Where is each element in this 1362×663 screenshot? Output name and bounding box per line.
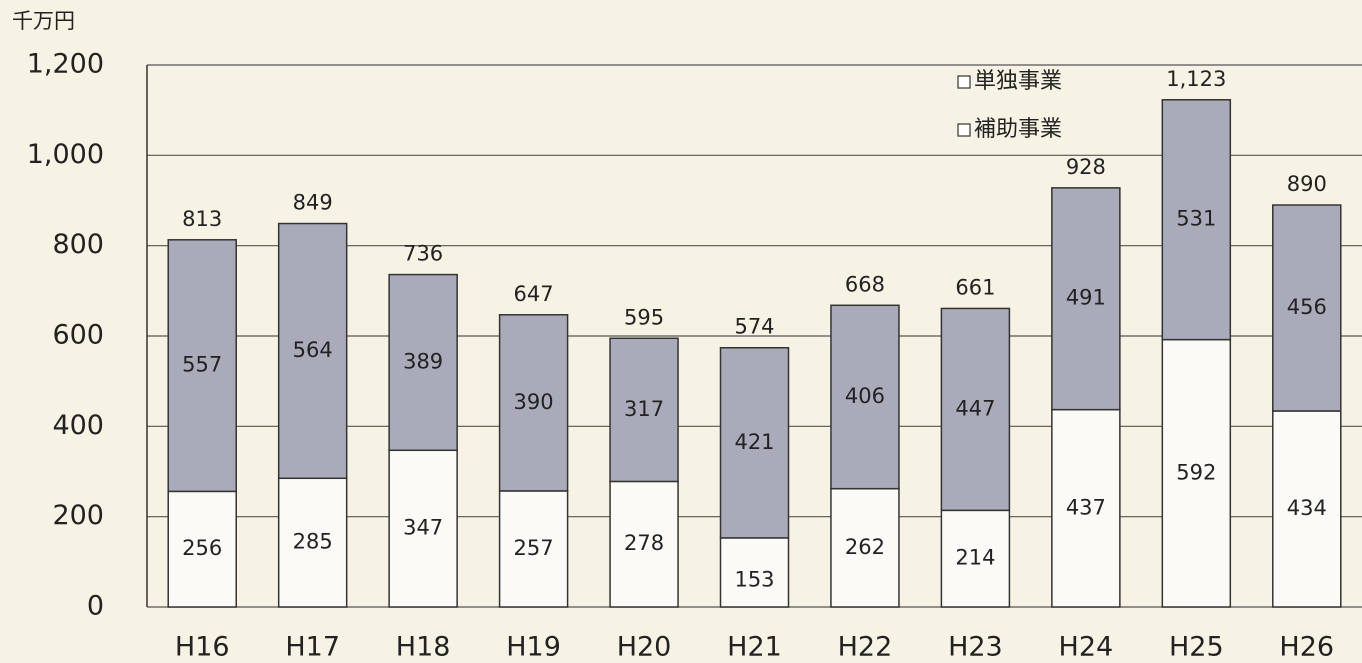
- bar-segment: [277, 222, 348, 480]
- segment-label: 278: [624, 531, 664, 555]
- segment-label: 347: [403, 516, 443, 540]
- bar-segment: [719, 346, 790, 539]
- y-tick-label: 800: [52, 229, 104, 260]
- bar-segment: [388, 273, 458, 452]
- bar-segment: [388, 449, 458, 608]
- x-tick-label: H19: [506, 632, 561, 663]
- segment-label: 491: [1066, 286, 1106, 310]
- x-tick-label: H24: [1059, 632, 1114, 663]
- total-label: 1,123: [1166, 67, 1226, 91]
- legend-swatch: [957, 123, 971, 137]
- total-label: 890: [1287, 172, 1327, 196]
- x-tick-label: H20: [617, 632, 672, 663]
- segment-label: 557: [182, 353, 222, 377]
- segment-label: 456: [1287, 295, 1327, 319]
- y-tick-label: 0: [87, 591, 104, 622]
- segment-label: 153: [734, 567, 774, 591]
- bar-segment: [167, 239, 237, 493]
- segment-label: 256: [182, 536, 222, 560]
- bar-segment: [609, 480, 679, 608]
- total-label: 928: [1066, 155, 1106, 179]
- legend-label: 単独事業: [974, 69, 1062, 94]
- legend-label: 補助事業: [974, 117, 1062, 142]
- y-tick-label: 400: [52, 410, 104, 441]
- segment-label: 592: [1176, 460, 1216, 484]
- segment-label: 389: [403, 349, 443, 373]
- total-label: 849: [293, 191, 333, 215]
- total-label: 736: [403, 242, 443, 266]
- legend-swatch: [957, 75, 971, 89]
- bar-segment: [498, 314, 569, 492]
- y-tick-label: 200: [52, 500, 104, 531]
- bar-segment: [1161, 99, 1232, 341]
- x-tick-label: H25: [1169, 632, 1224, 663]
- segment-label: 390: [514, 390, 554, 414]
- x-tick-label: H26: [1279, 632, 1334, 663]
- segment-label: 262: [845, 535, 885, 559]
- y-tick-label: 1,000: [27, 139, 104, 170]
- segment-label: 257: [514, 536, 554, 560]
- bar-segment: [609, 337, 679, 483]
- bar-segment: [1161, 338, 1232, 608]
- segment-label: 434: [1287, 496, 1327, 520]
- segment-label: 317: [624, 397, 664, 421]
- segment-label: 531: [1176, 207, 1216, 231]
- total-label: 661: [955, 275, 995, 299]
- bar-segment: [830, 487, 900, 608]
- bar-segment: [719, 537, 790, 608]
- segment-label: 421: [734, 430, 774, 454]
- y-unit-label: 千万円: [12, 9, 75, 33]
- bar-segment: [277, 477, 348, 608]
- y-tick-label: 600: [52, 320, 104, 351]
- segment-label: 447: [955, 396, 995, 420]
- bar-segment: [940, 509, 1011, 608]
- total-label: 595: [624, 305, 664, 329]
- total-label: 574: [734, 315, 774, 339]
- bar-segment: [167, 490, 237, 608]
- segment-label: 564: [293, 338, 333, 362]
- x-tick-label: H17: [285, 632, 340, 663]
- bar-segment: [1051, 187, 1121, 411]
- x-tick-label: H18: [396, 632, 451, 663]
- x-tick-label: H22: [838, 632, 893, 663]
- total-label: 668: [845, 272, 885, 296]
- x-tick-label: H16: [175, 632, 230, 663]
- x-tick-label: H23: [948, 632, 1003, 663]
- segment-label: 406: [845, 384, 885, 408]
- bar-segment: [1272, 204, 1342, 412]
- segment-label: 214: [955, 546, 995, 570]
- segment-label: 437: [1066, 495, 1106, 519]
- y-tick-label: 1,200: [27, 49, 104, 80]
- bar-segment: [830, 304, 900, 490]
- total-label: 647: [514, 282, 554, 306]
- bar-segment: [1272, 410, 1342, 608]
- total-label: 813: [182, 207, 222, 231]
- bar-segment: [940, 307, 1011, 512]
- x-tick-label: H21: [727, 632, 782, 663]
- segment-label: 285: [293, 530, 333, 554]
